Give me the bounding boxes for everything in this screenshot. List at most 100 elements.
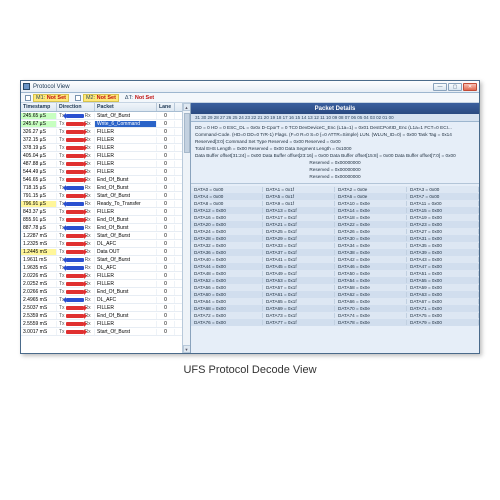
table-row[interactable]: 2.0252 mSTxRxFILLER0	[21, 280, 182, 288]
dt-marker[interactable]: ΔT: Not Set	[125, 95, 154, 101]
table-row[interactable]: 2.5037 mSTxRxFILLER0	[21, 304, 182, 312]
data-cell: DATA59 = 0x00	[407, 285, 479, 290]
data-bytes-grid[interactable]: DATA0 = 0x00DATA1 = 0x1fDATA2 = 0x0eDATA…	[191, 185, 479, 353]
data-cell: DATA79 = 0x00	[407, 320, 479, 325]
scroll-down-button[interactable]: ▼	[183, 345, 191, 353]
data-cell: DATA32 = 0x00	[191, 243, 263, 248]
minimize-button[interactable]: —	[433, 83, 447, 91]
table-row[interactable]: 843.37 µSTxRxFILLER0	[21, 208, 182, 216]
data-cell: DATA56 = 0x00	[191, 285, 263, 290]
checkbox-icon[interactable]	[75, 95, 81, 101]
table-row[interactable]: 2.5559 mSTxRxFILLER0	[21, 320, 182, 328]
cell-direction: TxRx	[57, 313, 95, 319]
data-cell: DATA62 = 0x0e	[335, 292, 407, 297]
cell-lane: 0	[157, 329, 175, 335]
data-cell: DATA67 = 0x00	[407, 299, 479, 304]
table-row[interactable]: 791.15 µSTxRxStart_Of_Burst0	[21, 192, 182, 200]
table-row[interactable]: 3.0017 mSTxRxStart_Of_Burst0	[21, 328, 182, 336]
checkbox-icon[interactable]	[25, 95, 31, 101]
cell-packet: Start_Of_Burst	[95, 329, 157, 335]
data-cell: DATA49 = 0x1f	[263, 271, 335, 276]
col-direction[interactable]: Direction	[57, 103, 95, 111]
direction-arrow-icon	[66, 250, 84, 254]
cell-timestamp: 245.67 µS	[21, 121, 57, 127]
scroll-up-button[interactable]: ▲	[183, 103, 191, 111]
m1-marker[interactable]: M1: Not Set	[25, 94, 69, 102]
data-cell: DATA28 = 0x00	[191, 236, 263, 241]
window-buttons: — ▢ ✕	[433, 83, 477, 91]
data-cell: DATA30 = 0x0e	[335, 236, 407, 241]
table-row[interactable]: 718.15 µSTxRxEnd_Of_Burst0	[21, 184, 182, 192]
cell-packet: DL_AFC	[95, 241, 157, 247]
decoded-field-line: DD = 0 HD = 0 ESC_DL = 0x0x D-CporT = 0 …	[195, 124, 475, 131]
cell-lane: 0	[157, 193, 175, 199]
table-row[interactable]: 544.49 µSTxRxFILLER0	[21, 168, 182, 176]
data-row: DATA20 = 0x00DATA21 = 0x1fDATA22 = 0x0eD…	[191, 221, 479, 228]
vertical-scrollbar[interactable]: ▲ ▼	[182, 103, 190, 353]
table-row[interactable]: 1.2287 mSTxRxStart_Of_Burst0	[21, 232, 182, 240]
table-row[interactable]: 487.88 µSTxRxFILLER0	[21, 160, 182, 168]
cell-direction: TxRx	[57, 129, 95, 135]
packet-list-body[interactable]: 245.65 µSTxRxStart_Of_Burst0245.67 µSTxR…	[21, 112, 182, 353]
direction-arrow-icon	[66, 242, 84, 246]
data-cell: DATA66 = 0x0e	[335, 299, 407, 304]
cell-timestamp: 855.91 µS	[21, 217, 57, 223]
direction-arrow-icon	[66, 322, 84, 326]
cell-timestamp: 887.78 µS	[21, 225, 57, 231]
cell-lane: 0	[157, 281, 175, 287]
data-cell: DATA63 = 0x00	[407, 292, 479, 297]
data-cell: DATA65 = 0x1f	[263, 299, 335, 304]
data-row: DATA48 = 0x00DATA49 = 0x1fDATA50 = 0x0eD…	[191, 270, 479, 277]
cell-timestamp: 2.5359 mS	[21, 313, 57, 319]
table-row[interactable]: 2.0226 mSTxRxFILLER0	[21, 272, 182, 280]
cell-packet: FILLER	[95, 153, 157, 159]
table-row[interactable]: 326.27 µSTxRxFILLER0	[21, 128, 182, 136]
data-cell: DATA13 = 0x1f	[263, 208, 335, 213]
data-cell: DATA35 = 0x00	[407, 243, 479, 248]
cell-direction: TxRx	[57, 193, 95, 199]
decoded-field-line: Data Buffer offset[31:24] = 0x00 Data Bu…	[195, 152, 475, 159]
col-lane[interactable]: Lane	[157, 103, 175, 111]
maximize-button[interactable]: ▢	[448, 83, 462, 91]
cell-timestamp: 2.4965 mS	[21, 297, 57, 303]
table-row[interactable]: 405.04 µSTxRxFILLER0	[21, 152, 182, 160]
cell-timestamp: 378.19 µS	[21, 145, 57, 151]
table-row[interactable]: 2.0266 mSTxRxEnd_Of_Burst0	[21, 288, 182, 296]
col-packet[interactable]: Packet	[95, 103, 157, 111]
cell-packet: End_Of_Burst	[95, 225, 157, 231]
table-row[interactable]: 1.2325 mSTxRxDL_AFC0	[21, 240, 182, 248]
m2-marker[interactable]: M2: Not Set	[75, 94, 119, 102]
table-row[interactable]: 796.91 µSTxRxReady_To_Transfer0	[21, 200, 182, 208]
direction-arrow-icon	[66, 178, 84, 182]
table-row[interactable]: 2.5359 mSTxRxEnd_Of_Burst0	[21, 312, 182, 320]
table-row[interactable]: 1.2445 mSTxRxData OUT0	[21, 248, 182, 256]
data-cell: DATA21 = 0x1f	[263, 222, 335, 227]
table-row[interactable]: 372.15 µSTxRxFILLER0	[21, 136, 182, 144]
cell-direction: TxRx	[57, 113, 95, 119]
packet-list-header: Timestamp Direction Packet Lane	[21, 103, 182, 112]
data-row: DATA32 = 0x00DATA33 = 0x1fDATA34 = 0x0eD…	[191, 242, 479, 249]
data-cell: DATA15 = 0x00	[407, 208, 479, 213]
close-button[interactable]: ✕	[463, 83, 477, 91]
direction-arrow-icon	[66, 114, 84, 118]
table-row[interactable]: 245.65 µSTxRxStart_Of_Burst0	[21, 112, 182, 120]
reserved-line: Reserved = 0x00000000	[195, 166, 475, 173]
direction-arrow-icon	[66, 306, 84, 310]
table-row[interactable]: 378.19 µSTxRxFILLER0	[21, 144, 182, 152]
cell-packet: Start_Of_Burst	[95, 113, 157, 119]
cell-packet: Data OUT	[95, 249, 157, 255]
table-row[interactable]: 245.67 µSTxRxWrite_6_Command0	[21, 120, 182, 128]
table-row[interactable]: 2.4965 mSTxRxDL_AFC0	[21, 296, 182, 304]
data-cell: DATA12 = 0x00	[191, 208, 263, 213]
data-cell: DATA25 = 0x1f	[263, 229, 335, 234]
scroll-thumb[interactable]	[184, 113, 190, 153]
cell-timestamp: 843.37 µS	[21, 209, 57, 215]
cell-direction: TxRx	[57, 161, 95, 167]
col-timestamp[interactable]: Timestamp	[21, 103, 57, 111]
table-row[interactable]: 887.78 µSTxRxEnd_Of_Burst0	[21, 224, 182, 232]
table-row[interactable]: 1.9635 mSTxRxDL_AFC0	[21, 264, 182, 272]
table-row[interactable]: 1.9611 mSTxRxStart_Of_Burst0	[21, 256, 182, 264]
table-row[interactable]: 855.91 µSTxRxEnd_Of_Burst0	[21, 216, 182, 224]
data-cell: DATA58 = 0x0e	[335, 285, 407, 290]
table-row[interactable]: 546.65 µSTxRxEnd_Of_Burst0	[21, 176, 182, 184]
